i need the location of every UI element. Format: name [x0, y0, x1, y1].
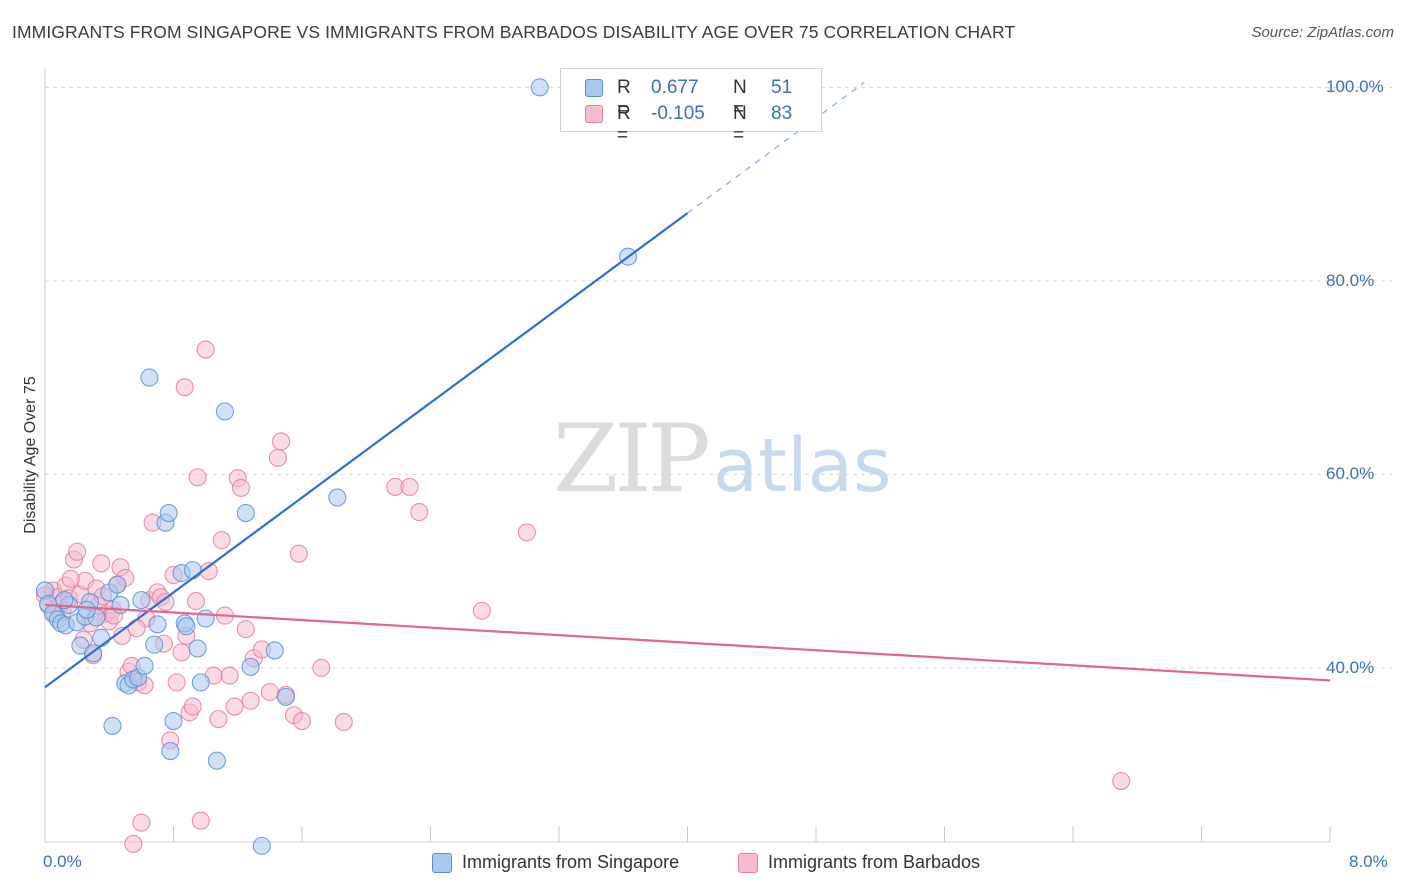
legend-r-value: -0.105: [651, 103, 705, 124]
legend-r-label: R =: [617, 77, 631, 120]
barbados-point: [191, 811, 210, 830]
barbados-point: [400, 477, 419, 496]
x-tick-label-min: 0.0%: [43, 852, 82, 871]
barbados-point: [236, 620, 255, 639]
legend-n-label: N =: [733, 77, 747, 120]
barbados-point: [183, 697, 202, 716]
singapore-point: [188, 639, 207, 658]
y-axis-label: Disability Age Over 75: [22, 376, 39, 534]
barbados-point: [292, 712, 312, 731]
barbados-point: [175, 378, 194, 397]
singapore-point: [530, 78, 549, 97]
bottom-legend-label-barbados: Immigrants from Barbados: [768, 852, 981, 872]
barbados-point: [312, 658, 331, 677]
barbados-point: [92, 554, 111, 573]
legend-n-label: N =: [733, 103, 747, 146]
singapore-point: [241, 657, 260, 676]
grid-lines: [45, 86, 1392, 669]
barbados-point: [268, 448, 287, 467]
barbados-point: [272, 432, 291, 451]
axes: [44, 68, 1331, 843]
singapore-point: [159, 503, 178, 523]
singapore-point: [145, 635, 164, 654]
singapore-point: [276, 687, 295, 706]
singapore-trend-extension: [687, 82, 865, 214]
barbados-point: [209, 710, 228, 729]
singapore-point: [77, 600, 96, 619]
barbados-point: [1112, 771, 1131, 791]
barbados-point: [186, 592, 206, 611]
watermark-atlas: atlas: [712, 423, 892, 509]
singapore-point: [135, 656, 154, 675]
singapore-point: [55, 591, 74, 610]
barbados-point: [68, 542, 87, 561]
singapore-point: [215, 402, 234, 421]
legend-n-value: 51: [771, 77, 793, 98]
singapore-point: [183, 561, 202, 580]
singapore-point: [111, 595, 130, 615]
trend-lines: [44, 82, 1331, 689]
singapore-point: [132, 591, 151, 610]
singapore-point: [252, 836, 271, 855]
barbados-point: [196, 340, 215, 359]
y-tick-label: 100.0%: [1326, 77, 1384, 97]
y-tick-label: 40.0%: [1326, 657, 1375, 677]
barbados-points: [35, 340, 1131, 853]
singapore-point: [92, 628, 111, 647]
barbados-trend-line: [44, 603, 1331, 682]
barbados-point: [188, 468, 207, 487]
y-tick-label: 60.0%: [1326, 464, 1375, 484]
singapore-point: [108, 575, 127, 594]
barbados-point: [220, 666, 239, 685]
barbados-point: [231, 478, 251, 497]
barbados-point: [517, 523, 536, 542]
barbados-point: [212, 531, 231, 550]
legend-r-label: R =: [617, 103, 631, 146]
singapore-points: [35, 78, 638, 855]
singapore-point: [207, 751, 226, 770]
barbados-point: [225, 697, 244, 716]
bottom-legend-swatch-barbados: [738, 853, 758, 873]
stats-legend: R = 0.677 N = 51 R = -0.105 N = 83: [560, 68, 822, 146]
singapore-point: [196, 609, 215, 628]
x-tick-label-max: 8.0%: [1349, 852, 1388, 871]
barbados-point: [124, 834, 143, 853]
watermark: ZIPatlas: [553, 405, 892, 514]
singapore-point: [265, 641, 284, 660]
singapore-point: [236, 503, 255, 523]
bottom-legend-swatch-singapore: [432, 853, 452, 873]
barbados-point: [410, 503, 429, 522]
barbados-point: [61, 569, 80, 588]
barbados-point: [167, 673, 186, 692]
barbados-point: [241, 691, 260, 710]
singapore-point: [191, 673, 210, 692]
chart-title: IMMIGRANTS FROM SINGAPORE VS IMMIGRANTS …: [12, 22, 1016, 42]
barbados-point: [127, 619, 146, 638]
barbados-point: [334, 712, 353, 732]
barbados-point: [156, 593, 175, 612]
singapore-point: [161, 742, 180, 761]
singapore-trend-line: [44, 212, 689, 689]
legend-swatch-singapore: [585, 79, 603, 97]
source-label: Source: ZipAtlas.com: [1251, 24, 1394, 41]
singapore-point: [328, 488, 347, 507]
barbados-point: [132, 813, 151, 832]
barbados-point: [472, 601, 491, 620]
barbados-point: [172, 643, 191, 662]
singapore-point: [177, 617, 196, 636]
singapore-point: [103, 716, 122, 735]
y-tick-label: 80.0%: [1326, 270, 1375, 290]
legend-swatch-barbados: [585, 105, 603, 123]
singapore-point: [140, 368, 159, 387]
singapore-point: [148, 615, 167, 634]
singapore-point: [164, 712, 183, 731]
legend-r-value: 0.677: [651, 77, 699, 98]
watermark-zip: ZIP: [553, 405, 711, 514]
legend-n-value: 83: [771, 103, 793, 124]
bottom-legend-label-singapore: Immigrants from Singapore: [462, 852, 680, 872]
barbados-point: [260, 682, 279, 702]
barbados-point: [289, 544, 308, 563]
